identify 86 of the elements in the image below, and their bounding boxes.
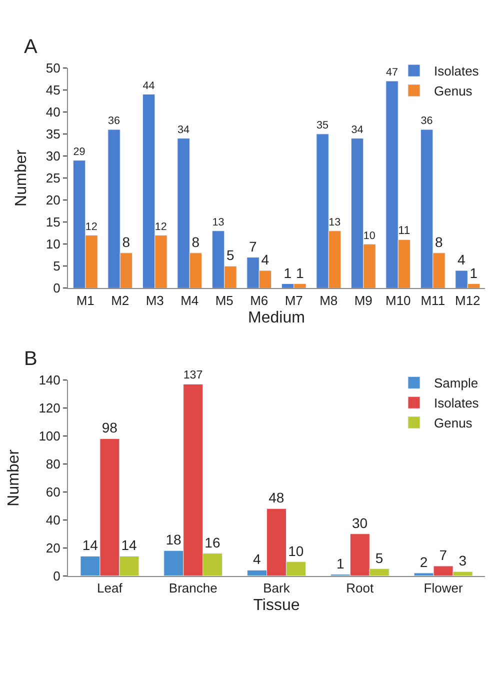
- data-label: 1: [284, 264, 292, 281]
- x-tick-label: M8: [320, 292, 338, 308]
- x-tick-label: Branche: [168, 580, 218, 596]
- data-label: 8: [434, 234, 443, 250]
- data-label: 4: [253, 551, 262, 568]
- data-label: 12: [154, 220, 167, 233]
- data-label: 3: [458, 552, 467, 569]
- data-label: 48: [268, 490, 284, 506]
- legend-label: Sample: [434, 376, 478, 391]
- x-tick-label: M3: [146, 292, 164, 308]
- y-tick-label: 50: [46, 60, 60, 76]
- y-tick-label: 40: [46, 512, 60, 528]
- data-label: 4: [458, 252, 466, 268]
- x-tick-label: M5: [215, 292, 234, 308]
- data-label: 10: [363, 230, 376, 242]
- data-label: 8: [192, 234, 200, 250]
- data-label: 36: [108, 115, 120, 128]
- y-tick-label: 45: [46, 82, 60, 98]
- x-tick-label: Root: [346, 580, 374, 596]
- y-tick-label: 20: [46, 192, 60, 208]
- data-label: 1: [336, 555, 344, 572]
- legend-label: Genus: [434, 416, 473, 431]
- data-label: 29: [73, 146, 86, 158]
- x-tick-label: M7: [284, 292, 303, 308]
- legend-label: Isolates: [434, 64, 480, 79]
- x-axis-title: Medium: [248, 309, 305, 326]
- data-label: 34: [351, 124, 364, 136]
- data-label: 2: [420, 554, 428, 570]
- data-label: 12: [85, 220, 98, 233]
- chart-title: A: [24, 36, 38, 58]
- data-label: 1: [296, 264, 304, 281]
- x-tick-label: M10: [385, 292, 411, 308]
- y-tick-label: 40: [46, 104, 60, 120]
- data-label: 47: [386, 66, 398, 79]
- y-tick-label: 15: [46, 214, 60, 230]
- x-axis-title: Tissue: [253, 597, 300, 614]
- x-tick-label: M1: [76, 292, 94, 308]
- y-tick-label: 10: [46, 236, 60, 252]
- data-label: 44: [142, 80, 155, 92]
- y-axis-title: Number: [6, 448, 23, 506]
- x-tick-label: Leaf: [97, 580, 123, 596]
- data-label: 5: [375, 550, 384, 566]
- chart-title: B: [24, 348, 38, 370]
- data-label: 18: [166, 532, 182, 548]
- data-label: 36: [420, 115, 433, 128]
- data-label: 10: [288, 542, 304, 559]
- y-tick-label: 0: [53, 280, 60, 296]
- y-tick-label: 140: [38, 372, 60, 388]
- data-label: 14: [121, 537, 138, 554]
- y-tick-label: 5: [53, 258, 60, 274]
- x-tick-label: M12: [454, 292, 480, 308]
- data-label: 13: [212, 216, 224, 229]
- y-tick-label: 35: [46, 126, 60, 142]
- x-tick-label: M2: [111, 292, 130, 308]
- data-label: 1: [470, 264, 478, 281]
- data-label: 34: [177, 124, 190, 136]
- data-label: 4: [261, 252, 270, 268]
- data-label: 14: [82, 537, 98, 554]
- y-tick-label: 0: [53, 568, 60, 584]
- y-tick-label: 20: [46, 540, 60, 556]
- y-axis-title: Number: [12, 148, 30, 206]
- y-tick-label: 30: [46, 148, 60, 164]
- x-tick-label: Bark: [263, 580, 290, 596]
- data-label: 11: [398, 225, 410, 238]
- x-tick-label: Flower: [424, 580, 464, 596]
- data-label: 35: [316, 120, 328, 132]
- x-tick-label: M6: [250, 292, 268, 308]
- data-label: 13: [328, 216, 341, 229]
- y-tick-label: 60: [46, 484, 60, 500]
- data-label: 8: [122, 234, 130, 250]
- data-label: 7: [439, 547, 448, 564]
- data-label: 137: [183, 370, 203, 382]
- legend-label: Isolates: [434, 396, 480, 411]
- data-label: 16: [204, 534, 220, 550]
- data-label: 5: [226, 247, 234, 264]
- y-tick-label: 25: [46, 170, 60, 186]
- x-tick-label: M4: [180, 292, 199, 308]
- y-tick-label: 80: [46, 456, 60, 472]
- data-label: 7: [249, 238, 258, 254]
- data-label: 30: [352, 514, 368, 531]
- x-tick-label: M11: [420, 292, 446, 308]
- data-label: 98: [102, 420, 118, 436]
- legend-label: Genus: [434, 84, 473, 99]
- y-tick-label: 100: [38, 428, 60, 444]
- x-tick-label: M9: [354, 292, 372, 308]
- y-tick-label: 120: [38, 400, 60, 416]
